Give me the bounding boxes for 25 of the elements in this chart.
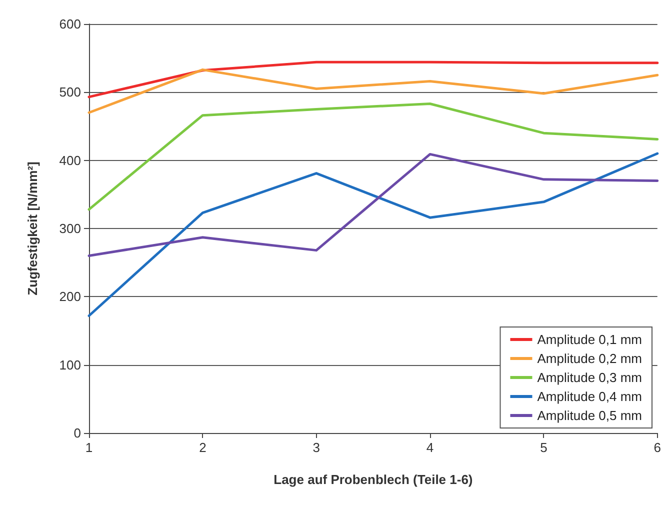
x-tick-label: 6 bbox=[654, 440, 661, 455]
y-tick-label: 0 bbox=[74, 426, 81, 440]
line-series bbox=[88, 102, 659, 211]
x-axis-title: Lage auf Probenblech (Teile 1-6) bbox=[274, 472, 473, 487]
x-tick-label: 2 bbox=[199, 440, 206, 455]
x-tick-label: 5 bbox=[540, 440, 548, 455]
x-tick-label: 3 bbox=[312, 440, 320, 455]
line-series bbox=[88, 152, 659, 258]
y-axis-title: Zugfestigkeit [N/mm²] bbox=[25, 162, 40, 296]
legend-label: Amplitude 0,3 mm bbox=[537, 370, 642, 385]
y-tick-label: 100 bbox=[59, 357, 81, 372]
legend-label: Amplitude 0,4 mm bbox=[537, 389, 642, 404]
y-tick-label: 200 bbox=[59, 289, 81, 304]
y-tick-label: 600 bbox=[59, 16, 81, 32]
legend-label: Amplitude 0,1 mm bbox=[537, 332, 642, 347]
y-tick-label: 300 bbox=[59, 221, 81, 236]
x-tick-label: 4 bbox=[426, 440, 434, 455]
y-tick-label: 400 bbox=[59, 152, 81, 168]
x-tick-label: 1 bbox=[85, 440, 93, 455]
line-series bbox=[88, 68, 659, 114]
legend-label: Amplitude 0,2 mm bbox=[537, 351, 642, 366]
y-tick-label: 500 bbox=[59, 84, 81, 100]
line-series bbox=[88, 152, 659, 318]
line-series bbox=[88, 60, 659, 98]
legend-label: Amplitude 0,5 mm bbox=[537, 408, 642, 423]
